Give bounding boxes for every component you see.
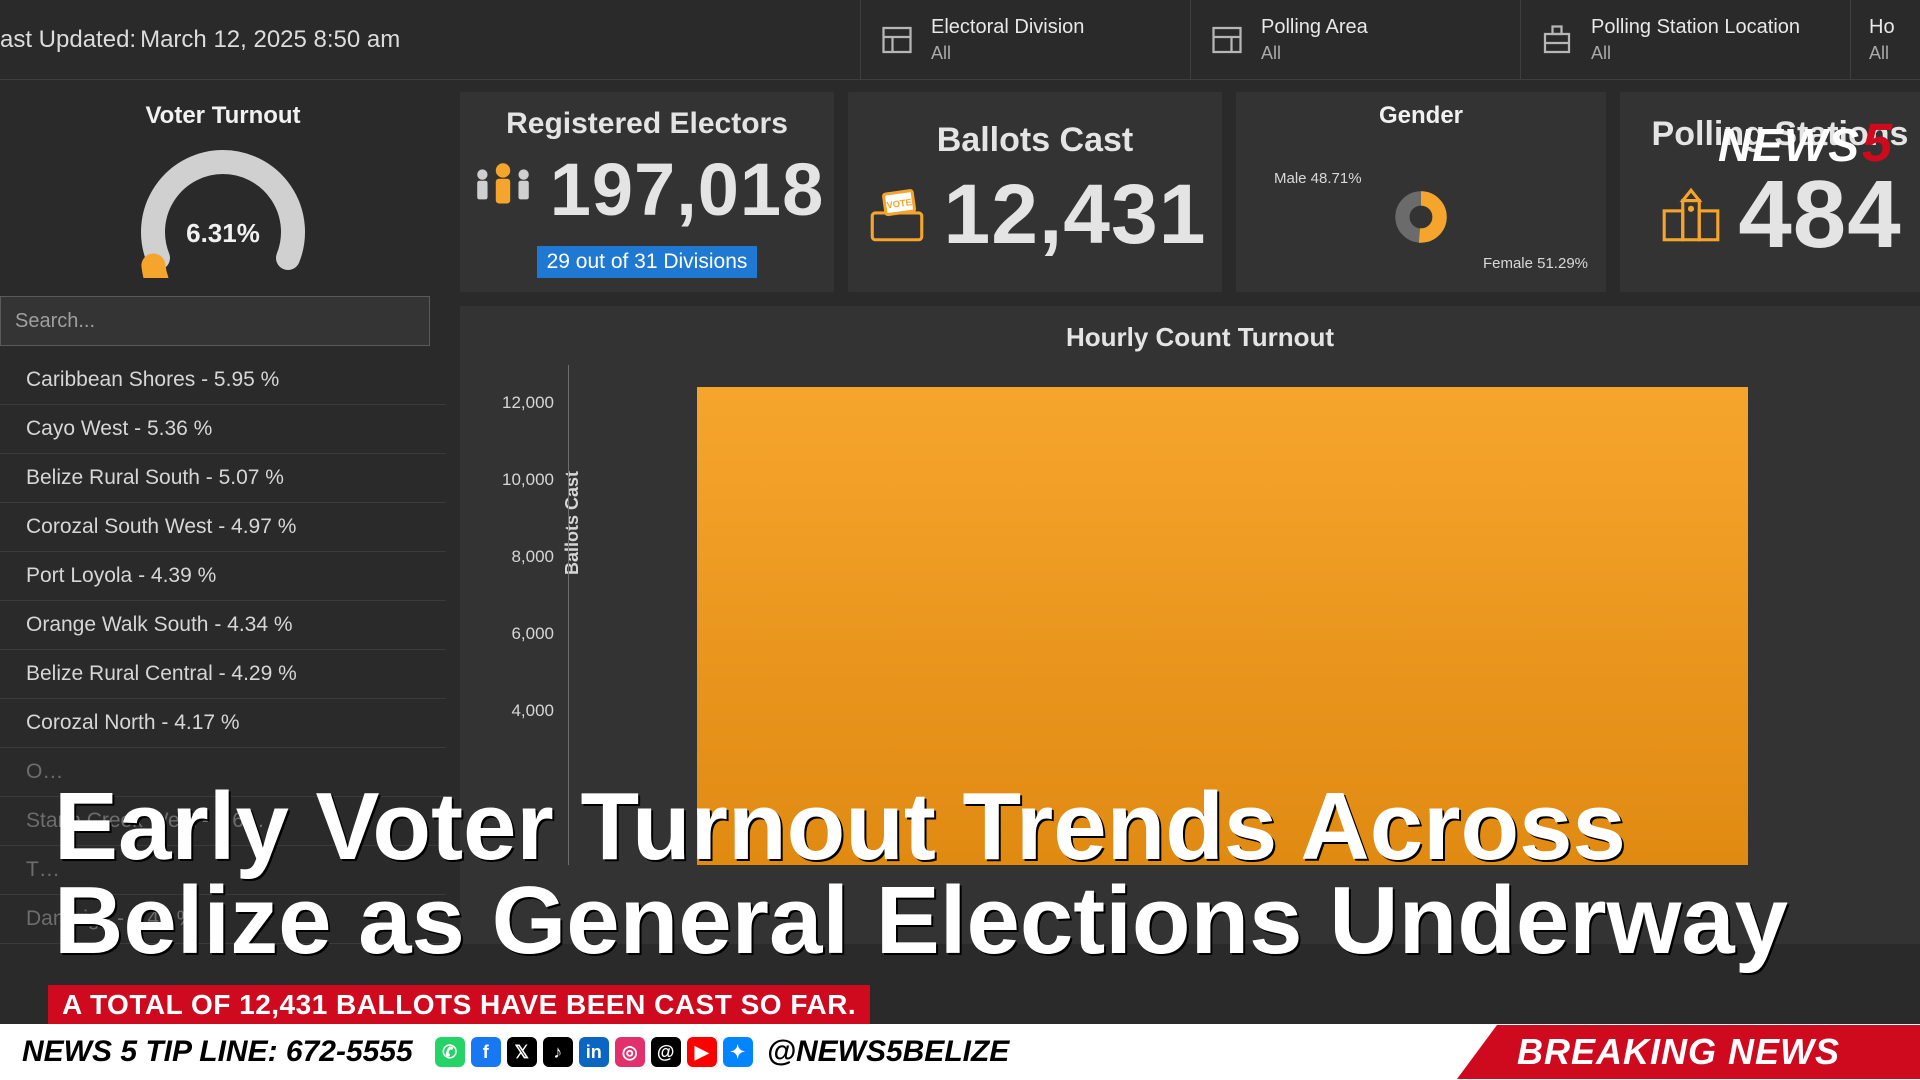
filter-label: Polling Station Location xyxy=(1591,16,1800,39)
ballots-value: 12,431 xyxy=(944,166,1207,263)
filter-icon xyxy=(879,22,915,58)
tip-line: NEWS 5 TIP LINE: 672-5555 xyxy=(0,1035,435,1069)
whatsapp-icon[interactable]: ✆ xyxy=(435,1037,465,1067)
headline-overlay: Early Voter Turnout Trends Across Belize… xyxy=(54,780,1880,968)
hourly-title: Hourly Count Turnout xyxy=(484,306,1916,361)
y-tick: 12,000 xyxy=(494,393,554,413)
footer-bar: NEWS 5 TIP LINE: 672-5555 ✆f𝕏♪in◎@▶✦ @NE… xyxy=(0,1024,1920,1080)
filter-icon xyxy=(1539,22,1575,58)
filter-value: All xyxy=(1261,43,1368,64)
people-icon xyxy=(470,156,536,222)
youtube-icon[interactable]: ▶ xyxy=(687,1037,717,1067)
filter-label: Polling Area xyxy=(1261,16,1368,39)
registered-sub[interactable]: 29 out of 31 Divisions xyxy=(537,246,758,278)
y-tick: 10,000 xyxy=(494,470,554,490)
bluesky-icon[interactable]: ✦ xyxy=(723,1037,753,1067)
logo-news: NEWS xyxy=(1718,118,1860,172)
news5-logo: NEWS 5 xyxy=(1718,112,1892,174)
building-icon xyxy=(1658,182,1724,248)
filter-electoral-division[interactable]: Electoral Division All xyxy=(860,0,1190,79)
gender-donut xyxy=(1391,187,1451,247)
registered-title: Registered Electors xyxy=(506,107,788,141)
turnout-pct: 6.31% xyxy=(128,218,318,249)
division-row[interactable]: Orange Walk South - 4.34 % xyxy=(0,601,446,650)
ballot-box-icon: VOTE xyxy=(864,182,930,248)
last-updated-prefix: ast Updated: xyxy=(0,26,136,54)
registered-value: 197,018 xyxy=(550,147,825,232)
filter-label: Ho xyxy=(1869,16,1895,39)
breaking-news-badge: BREAKING NEWS xyxy=(1457,1025,1920,1079)
y-tick: 8,000 xyxy=(494,547,554,567)
gender-card: Gender Male 48.71% Female 51.29% xyxy=(1236,92,1606,292)
y-tick: 4,000 xyxy=(494,701,554,721)
last-updated-value: March 12, 2025 8:50 am xyxy=(140,26,400,54)
ballots-title: Ballots Cast xyxy=(937,121,1134,160)
instagram-icon[interactable]: ◎ xyxy=(615,1037,645,1067)
social-icons: ✆f𝕏♪in◎@▶✦ xyxy=(435,1037,753,1067)
logo-five: 5 xyxy=(1862,112,1892,174)
filter-value: All xyxy=(1591,43,1800,64)
division-row[interactable]: Corozal South West - 4.97 % xyxy=(0,503,446,552)
ballots-cast-card: Ballots Cast VOTE 12,431 xyxy=(848,92,1222,292)
registered-electors-card: Registered Electors 197,018 29 out of 31 xyxy=(460,92,834,292)
division-row[interactable]: Belize Rural Central - 4.29 % xyxy=(0,650,446,699)
filter-value: All xyxy=(1869,43,1895,64)
filter-polling-area[interactable]: Polling Area All xyxy=(1190,0,1520,79)
sub-banner: A TOTAL OF 12,431 BALLOTS HAVE BEEN CAST… xyxy=(48,985,870,1025)
voter-turnout-title: Voter Turnout xyxy=(0,92,446,130)
linkedin-icon[interactable]: in xyxy=(579,1037,609,1067)
gender-female-label: Female 51.29% xyxy=(1483,255,1588,272)
division-row[interactable]: Caribbean Shores - 5.95 % xyxy=(0,356,446,405)
voter-turnout-card: Voter Turnout 6.31% xyxy=(0,92,446,278)
turnout-gauge xyxy=(128,148,318,278)
social-handle: @NEWS5BELIZE xyxy=(767,1035,1010,1069)
y-tick: 6,000 xyxy=(494,624,554,644)
facebook-icon[interactable]: f xyxy=(471,1037,501,1067)
filter-value: All xyxy=(931,43,1084,64)
top-filter-bar: ast Updated: March 12, 2025 8:50 am Elec… xyxy=(0,0,1920,80)
filter-label: Electoral Division xyxy=(931,16,1084,39)
gender-title: Gender xyxy=(1236,92,1606,130)
x-icon[interactable]: 𝕏 xyxy=(507,1037,537,1067)
division-search xyxy=(0,296,446,346)
division-row[interactable]: Port Loyola - 4.39 % xyxy=(0,552,446,601)
gender-male-label: Male 48.71% xyxy=(1274,170,1362,187)
division-row[interactable]: Cayo West - 5.36 % xyxy=(0,405,446,454)
filter-ho[interactable]: Ho All xyxy=(1850,0,1920,79)
filter-polling-station-location[interactable]: Polling Station Location All xyxy=(1520,0,1850,79)
threads-icon[interactable]: @ xyxy=(651,1037,681,1067)
stations-value: 484 xyxy=(1738,160,1901,270)
division-row[interactable]: Corozal North - 4.17 % xyxy=(0,699,446,748)
tiktok-icon[interactable]: ♪ xyxy=(543,1037,573,1067)
filter-icon xyxy=(1209,22,1245,58)
division-row[interactable]: Belize Rural South - 5.07 % xyxy=(0,454,446,503)
last-updated: ast Updated: March 12, 2025 8:50 am xyxy=(0,0,860,79)
search-input[interactable] xyxy=(0,296,430,346)
